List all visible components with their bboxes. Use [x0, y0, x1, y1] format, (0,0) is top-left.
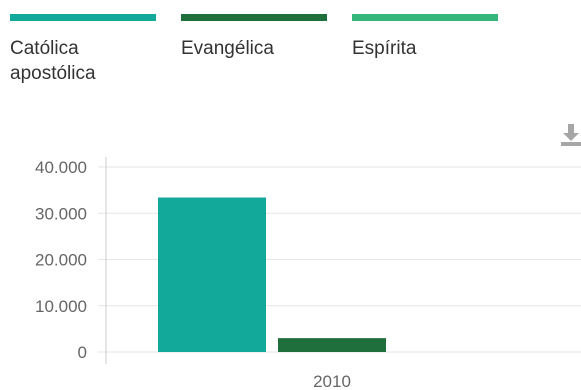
legend-swatch-espirita [352, 14, 498, 21]
legend-swatch-catolica [10, 14, 156, 21]
y-tick-label: 20.000 [35, 251, 87, 270]
legend-label-espirita: Espírita [352, 36, 498, 61]
legend-label-evangelica: Evangélica [181, 36, 327, 61]
legend-item-catolica[interactable]: Católica apostólica [10, 14, 156, 86]
bar-1 [158, 197, 266, 352]
legend: Católica apostólica Evangélica Espírita [0, 0, 581, 110]
legend-label-catolica: Católica apostólica [10, 36, 156, 86]
legend-label-catolica-line2: apostólica [10, 63, 96, 84]
x-tick-label: 2010 [313, 372, 351, 390]
legend-label-catolica-line1: Católica [10, 38, 79, 59]
legend-swatch-evangelica [181, 14, 327, 21]
legend-item-espirita[interactable]: Espírita [352, 14, 498, 61]
y-tick-label: 0 [78, 343, 87, 362]
legend-label-espirita-line1: Espírita [352, 38, 417, 59]
y-tick-label: 10.000 [35, 297, 87, 316]
download-button[interactable] [560, 120, 581, 150]
legend-label-evangelica-line1: Evangélica [181, 38, 274, 59]
y-tick-label: 30.000 [35, 204, 87, 223]
legend-item-evangelica[interactable]: Evangélica [181, 14, 327, 61]
bar-2 [278, 338, 386, 352]
download-icon [561, 124, 581, 146]
y-tick-label: 40.000 [35, 158, 87, 177]
